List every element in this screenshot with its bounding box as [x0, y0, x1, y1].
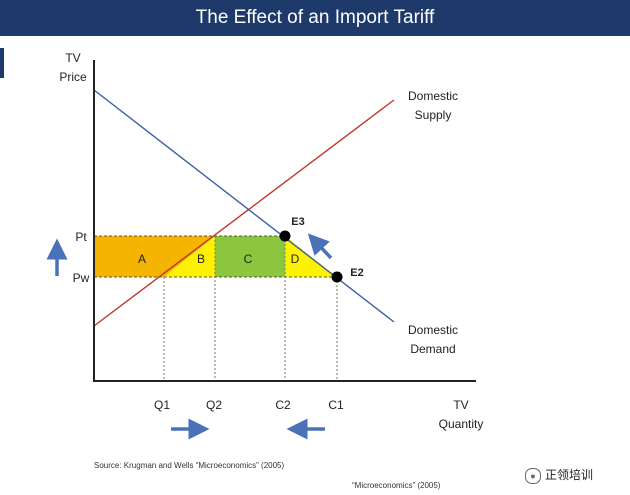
supply-curve [93, 99, 395, 327]
demand-curve [93, 89, 395, 323]
region-a [94, 236, 215, 277]
demand-label-line1: Domestic [408, 323, 458, 337]
watermark: ● 正领培训 [525, 466, 593, 484]
c2-label: C2 [275, 398, 291, 412]
slide-title: The Effect of an Import Tariff [195, 7, 435, 28]
supply-label-line1: Domestic [408, 89, 458, 103]
demand-label-line2: Demand [410, 342, 455, 356]
point-e2 [331, 271, 343, 283]
q2-label: Q2 [206, 398, 222, 412]
region-d [285, 236, 337, 277]
title-bar: The Effect of an Import Tariff [0, 0, 630, 36]
supply-label-line2: Supply [415, 108, 452, 122]
region-b [164, 236, 215, 277]
e2-to-e3-arrow [307, 233, 333, 260]
region-c-label: C [244, 252, 253, 266]
e2-label: E2 [350, 267, 363, 279]
source-citation-secondary: “Microeconomics” (2005) [352, 481, 441, 490]
point-e3 [279, 230, 291, 242]
region-c [215, 236, 285, 277]
y-axis-label-line1: TV [65, 51, 80, 65]
y-axis-label-line2: Price [59, 70, 87, 84]
left-accent-bar [0, 48, 4, 78]
wechat-icon: ● [525, 467, 541, 484]
region-d-label: D [291, 252, 300, 266]
e3-label: E3 [291, 216, 304, 228]
x-axis-label-line1: TV [453, 398, 468, 412]
region-b-label: B [197, 252, 205, 266]
pw-label: Pw [73, 271, 90, 285]
x-axis-label-line2: Quantity [439, 417, 484, 431]
watermark-text: 正领培训 [545, 468, 594, 482]
c1-label: C1 [328, 398, 344, 412]
source-citation: Source: Krugman and Wells “Microeconomic… [94, 461, 285, 470]
region-a-label: A [138, 252, 146, 266]
pt-label: Pt [75, 230, 87, 244]
q1-label: Q1 [154, 398, 170, 412]
